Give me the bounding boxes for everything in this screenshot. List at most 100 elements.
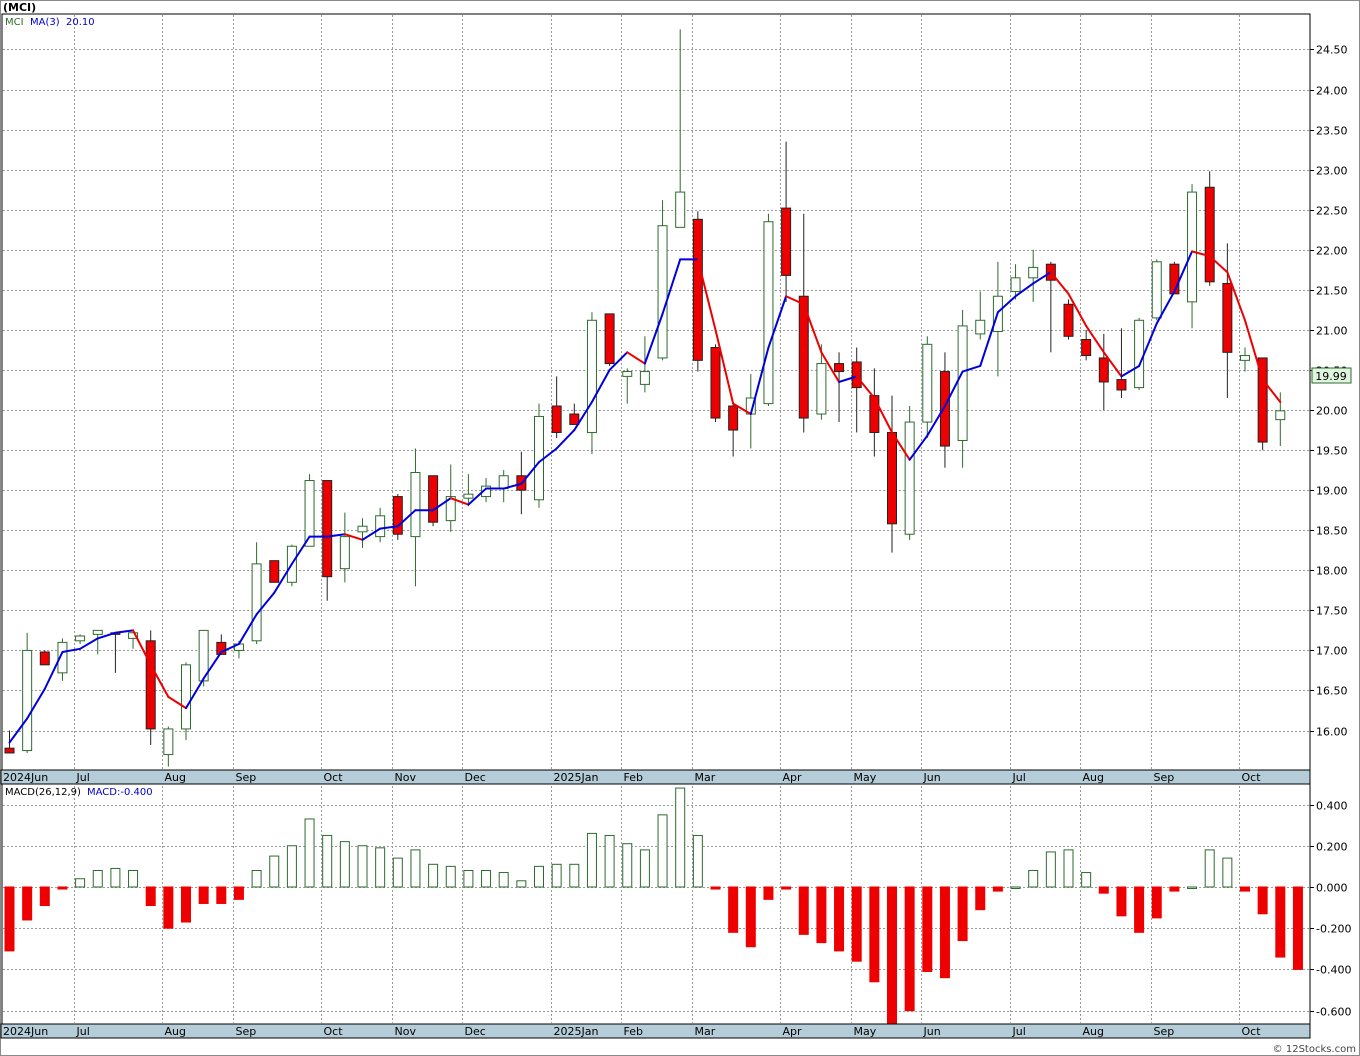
macd-bar [57,886,68,890]
date-label: Sep [236,1025,257,1038]
date-label: Oct [324,771,344,784]
macd-bar [745,886,756,948]
macd-bar [357,845,368,888]
price-axis: 24.50 24.00 23.50 23.00 22.50 22.00 21.50 21.00… [1310,44,1348,739]
candle-body [657,225,668,359]
date-label: Oct [324,1025,344,1038]
macd-bar [75,878,86,888]
macd-bar [957,886,968,942]
ma-segment [202,651,223,680]
candle-body [163,728,174,756]
macd-bar [145,886,156,907]
date-label: Apr [783,1025,803,1038]
ma-segment [820,351,841,383]
macd-bar [1028,869,1039,888]
date-axis-bottom: 2024Jun Jul Aug Sep Oct Nov Dec 2025Jan Feb Mar Ap… [3,1025,1261,1038]
candle-body [1081,339,1092,357]
moving-average-line [8,250,1282,744]
date-label: Sep [1154,1025,1175,1038]
ma-segment [132,629,152,666]
ma-segment [1102,351,1123,378]
macd-bar [1063,849,1074,888]
macd-bar [887,886,897,1024]
ma-segment [432,497,452,512]
date-label: Jul [76,771,90,784]
price-tick-label: 17.50 [1316,605,1348,618]
ma-segment [1191,250,1211,258]
price-tick-label: 20.00 [1316,405,1348,418]
ma-segment [1155,290,1176,325]
date-label: Sep [1154,771,1175,784]
ma-segment [1173,250,1194,293]
macd-bar [939,886,950,979]
candle-body [622,371,633,377]
ma-segment [555,429,576,450]
macd-axis: 0.400 0.200 0.000 -0.200 -0.400 -0.600 [1310,800,1351,1019]
candle-body [128,632,139,639]
ma-segment [1261,378,1282,404]
candle-body [198,629,209,682]
candle-body [22,649,33,752]
ma-segment [185,677,205,710]
macd-tick-label: -0.400 [1316,964,1351,977]
date-label: Feb [624,1025,643,1038]
candle-body [216,641,227,655]
ma-segment [573,401,593,432]
macd-bar [975,886,986,911]
candle-body [339,536,350,570]
macd-bar [834,886,845,952]
candle-body [781,207,792,276]
ma-segment [396,509,417,528]
macd-bar [163,886,174,929]
macd-bar [39,886,50,907]
macd-bar [657,814,668,888]
price-tick-label: 24.50 [1316,44,1348,57]
macd-bar [869,886,880,983]
date-axis-top: 2024Jun Jul Aug Sep Oct Nov Dec 2025Jan Feb Mar Ap… [3,771,1261,784]
macd-value-label: MACD:-0.400 [87,787,153,798]
candle-body [869,395,880,433]
candle-body [145,640,156,730]
ma-segment [520,461,540,485]
ma-segment [255,591,276,616]
ma-segment [996,295,1017,314]
legend-symbol: MCI [5,17,24,28]
ma-segment [1120,364,1141,378]
macd-bar [251,869,262,888]
ma-segment [926,405,946,437]
ma-segment [961,364,982,373]
legend-ma-label: MA(3) [30,17,60,28]
ma-segment [661,258,682,315]
candle-body [975,319,986,335]
macd-bar [534,865,544,888]
macd-bar [1240,886,1250,892]
date-label: Feb [624,771,643,784]
candle-body [498,475,509,490]
candle-body [1240,355,1250,361]
macd-bar [992,886,1003,892]
ma-segment [167,695,187,710]
ma-segment [1067,292,1088,327]
candle-body [639,371,650,385]
macd-bar [481,869,492,888]
candle-body [92,629,103,635]
candle-body [1063,303,1074,337]
price-tick-label: 24.00 [1316,85,1348,98]
ma-segment [1085,324,1105,354]
candle-body [586,319,597,433]
macd-bar [1187,886,1198,889]
date-label: Jul [76,1025,90,1038]
macd-bar [445,865,456,888]
price-tick-label: 22.00 [1316,245,1348,258]
macd-bar [710,886,721,890]
candle-body [569,413,580,425]
date-label: Sep [236,771,257,784]
date-label: 2025Jan [554,771,599,784]
candle-body [710,347,721,419]
macd-bar [763,886,774,900]
ma-segment [767,295,788,349]
candle-body [4,747,15,754]
candle-body [728,405,739,431]
ma-segment [149,663,170,698]
